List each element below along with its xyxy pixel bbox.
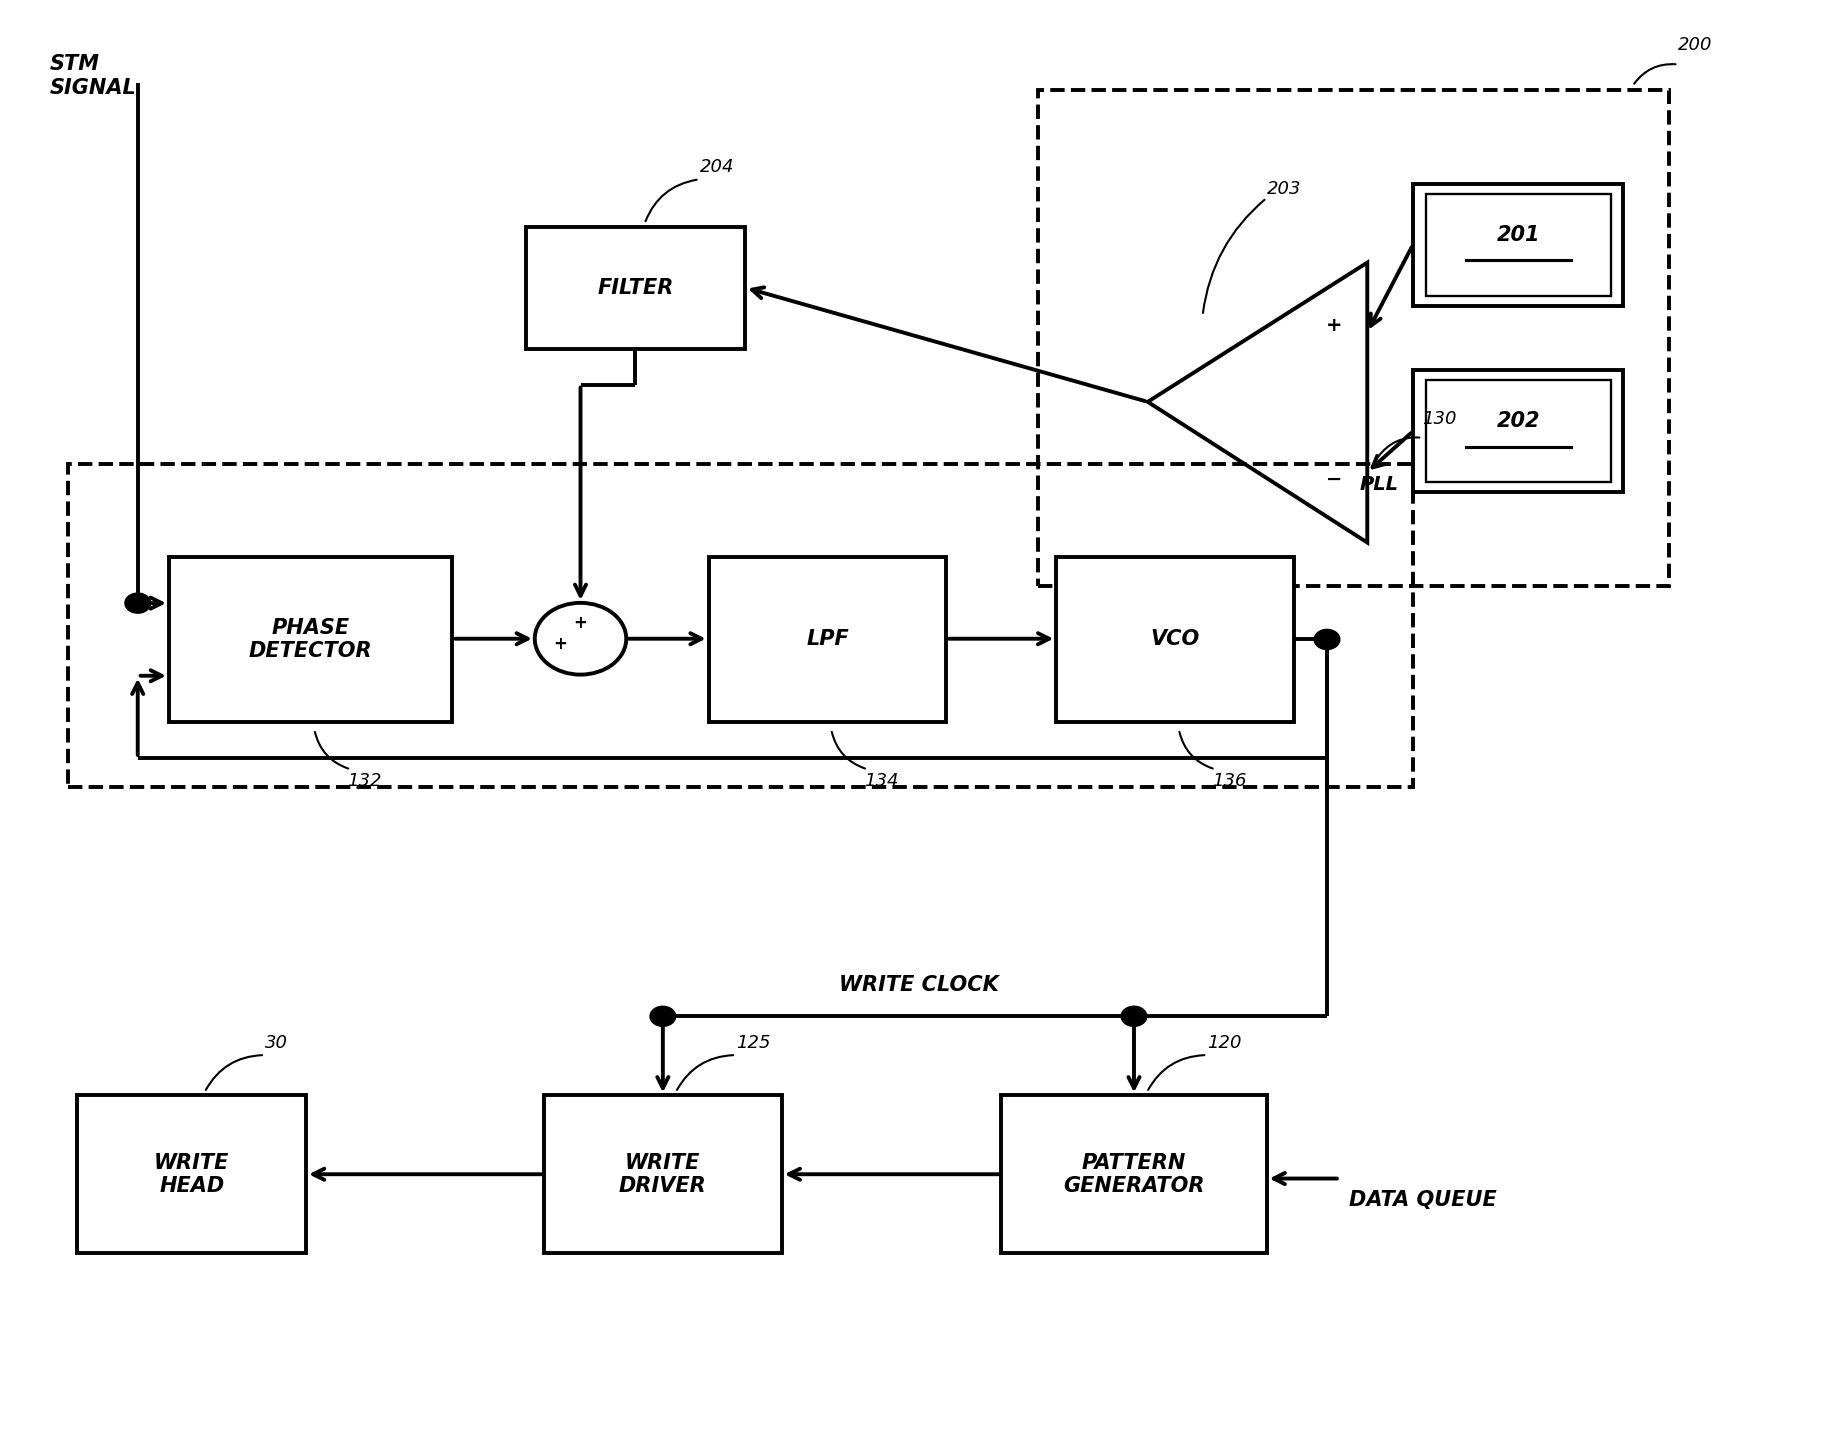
Text: LPF: LPF [807,630,849,650]
Text: 132: 132 [347,773,382,790]
Text: PHASE
DETECTOR: PHASE DETECTOR [248,618,373,661]
FancyBboxPatch shape [1413,183,1623,306]
FancyBboxPatch shape [1426,193,1610,296]
FancyBboxPatch shape [544,1095,781,1253]
Text: WRITE
HEAD: WRITE HEAD [154,1152,230,1196]
Text: VCO: VCO [1151,630,1200,650]
Text: 204: 204 [700,159,733,176]
Text: FILTER: FILTER [597,277,673,297]
Text: 125: 125 [735,1034,770,1053]
Text: STM
SIGNAL: STM SIGNAL [50,55,136,98]
Text: WRITE CLOCK: WRITE CLOCK [840,975,998,995]
FancyBboxPatch shape [1413,370,1623,492]
Text: 203: 203 [1266,180,1301,198]
Text: +: + [553,635,566,653]
Text: 136: 136 [1211,773,1246,790]
FancyBboxPatch shape [1002,1095,1266,1253]
Text: 30: 30 [265,1034,289,1053]
Text: PLL: PLL [1360,475,1399,494]
Text: +: + [1325,316,1342,335]
FancyBboxPatch shape [1426,380,1610,482]
FancyBboxPatch shape [169,557,452,722]
Circle shape [1314,630,1340,650]
Text: DATA QUEUE: DATA QUEUE [1349,1190,1496,1210]
Text: 201: 201 [1496,225,1540,244]
Text: +: + [573,614,588,631]
Circle shape [651,1006,676,1027]
FancyBboxPatch shape [709,557,947,722]
FancyBboxPatch shape [1057,557,1294,722]
FancyBboxPatch shape [526,227,744,349]
Text: WRITE
DRIVER: WRITE DRIVER [619,1152,708,1196]
Circle shape [1121,1006,1147,1027]
Text: 134: 134 [864,773,899,790]
Text: 200: 200 [1678,36,1713,55]
Text: 202: 202 [1496,412,1540,432]
Circle shape [125,593,151,614]
Text: −: − [1327,469,1342,488]
Text: 120: 120 [1208,1034,1242,1053]
FancyBboxPatch shape [77,1095,307,1253]
Text: 130: 130 [1423,410,1458,427]
Text: PATTERN
GENERATOR: PATTERN GENERATOR [1062,1152,1204,1196]
